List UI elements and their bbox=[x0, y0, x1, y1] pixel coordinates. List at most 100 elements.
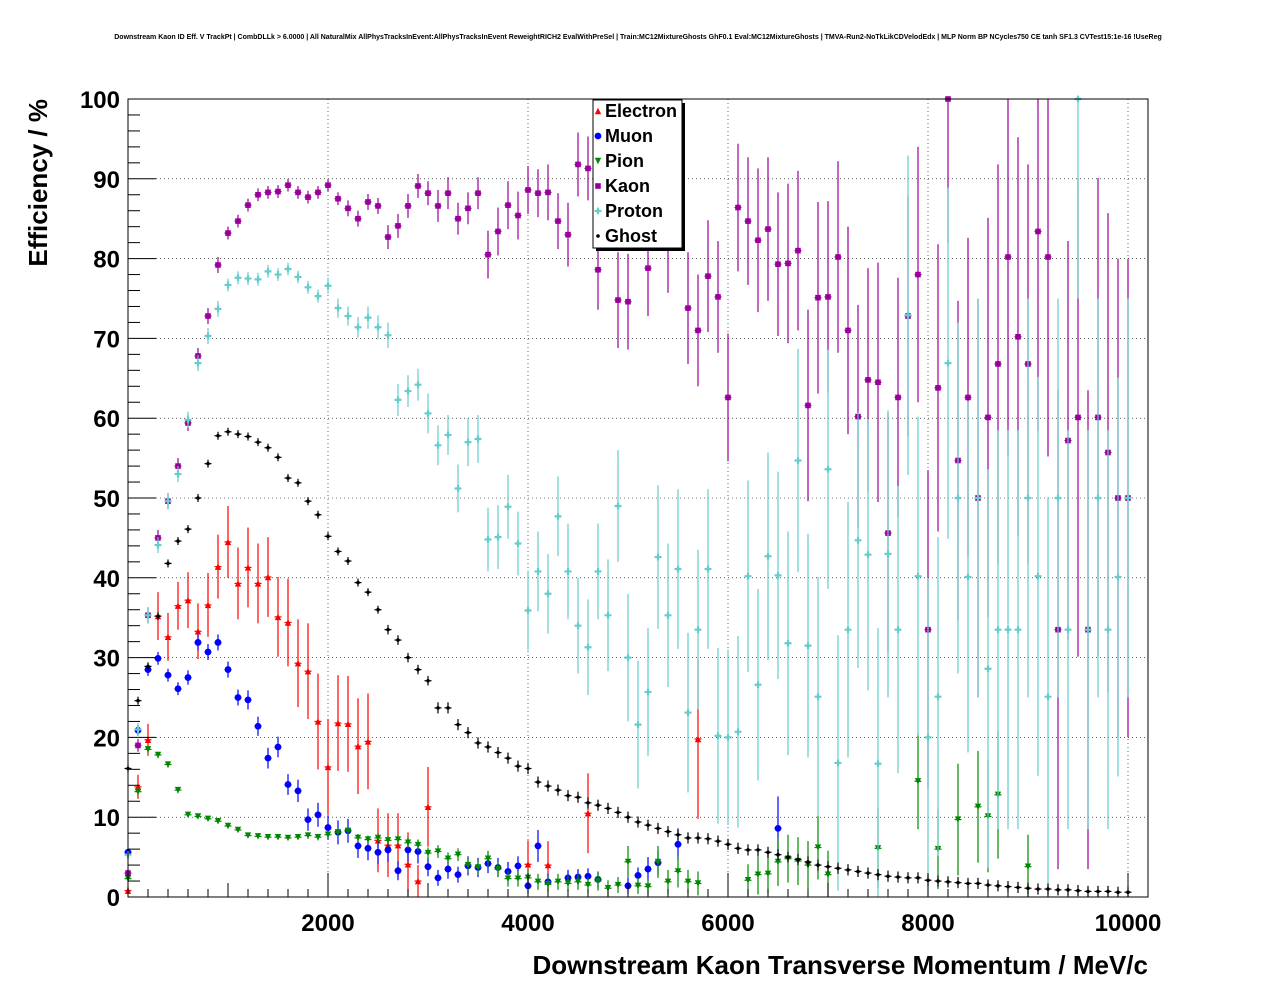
data-point bbox=[494, 533, 502, 541]
data-point bbox=[264, 267, 272, 275]
data-point bbox=[1084, 626, 1092, 634]
data-point bbox=[684, 878, 692, 886]
data-point bbox=[465, 205, 471, 212]
data-point bbox=[874, 760, 882, 768]
data-point bbox=[244, 696, 252, 704]
series-proton bbox=[124, 95, 1132, 897]
data-point bbox=[1044, 693, 1052, 701]
data-point bbox=[764, 870, 772, 878]
data-point bbox=[374, 323, 382, 331]
data-point bbox=[394, 396, 402, 404]
data-point bbox=[664, 611, 672, 619]
data-point bbox=[654, 553, 662, 561]
data-point bbox=[404, 846, 412, 854]
data-point bbox=[164, 497, 172, 505]
data-point bbox=[846, 868, 850, 872]
data-point bbox=[234, 274, 242, 282]
data-point bbox=[335, 195, 341, 202]
data-point bbox=[636, 820, 640, 824]
data-point bbox=[1075, 414, 1081, 421]
data-point bbox=[514, 875, 522, 882]
data-point bbox=[586, 801, 590, 805]
data-point bbox=[314, 292, 322, 300]
data-point bbox=[1016, 885, 1020, 890]
data-point bbox=[974, 803, 982, 811]
data-point bbox=[935, 385, 941, 391]
data-point bbox=[454, 851, 462, 858]
data-point bbox=[354, 742, 362, 750]
data-point bbox=[1034, 572, 1042, 580]
data-point bbox=[414, 841, 422, 849]
data-point bbox=[746, 848, 750, 852]
data-point bbox=[316, 512, 320, 517]
data-point bbox=[994, 626, 1002, 634]
data-point bbox=[484, 855, 492, 862]
data-point bbox=[894, 626, 902, 634]
data-point bbox=[204, 601, 212, 609]
data-point bbox=[324, 282, 332, 290]
data-point bbox=[365, 199, 371, 205]
data-point bbox=[166, 561, 170, 566]
data-point bbox=[304, 667, 312, 675]
data-point bbox=[694, 880, 702, 887]
data-point bbox=[696, 836, 700, 840]
data-point bbox=[785, 260, 791, 267]
data-point bbox=[644, 883, 652, 890]
data-point bbox=[214, 639, 222, 646]
data-point bbox=[474, 864, 482, 871]
data-point bbox=[506, 756, 510, 760]
data-point bbox=[845, 327, 851, 334]
data-point bbox=[715, 294, 721, 300]
data-point bbox=[395, 223, 401, 229]
data-point bbox=[826, 864, 830, 869]
data-point bbox=[156, 614, 160, 618]
data-point bbox=[494, 865, 502, 873]
data-point bbox=[274, 833, 282, 841]
data-point bbox=[1005, 254, 1011, 260]
data-point bbox=[574, 878, 582, 886]
data-point bbox=[274, 613, 282, 621]
data-point bbox=[744, 877, 752, 884]
data-point bbox=[824, 871, 832, 878]
data-point bbox=[194, 813, 202, 820]
data-point bbox=[235, 218, 241, 224]
data-point bbox=[384, 837, 392, 844]
data-point bbox=[255, 191, 261, 198]
data-point bbox=[496, 750, 500, 755]
data-point bbox=[475, 190, 481, 196]
data-point bbox=[995, 361, 1001, 367]
data-point bbox=[674, 868, 682, 875]
data-point bbox=[585, 165, 591, 172]
data-point bbox=[174, 470, 182, 478]
data-point bbox=[654, 858, 662, 866]
data-point bbox=[396, 638, 400, 642]
data-point bbox=[254, 722, 262, 730]
data-point bbox=[315, 189, 321, 196]
data-point bbox=[524, 861, 532, 868]
data-point bbox=[784, 639, 792, 647]
data-point bbox=[416, 667, 420, 672]
data-point bbox=[725, 394, 731, 401]
data-point bbox=[414, 381, 422, 389]
data-point bbox=[394, 841, 402, 849]
data-point bbox=[755, 237, 761, 244]
data-point bbox=[484, 536, 492, 543]
data-point bbox=[244, 832, 252, 839]
data-point bbox=[915, 271, 921, 278]
data-point bbox=[805, 402, 811, 409]
data-point bbox=[596, 803, 600, 808]
data-point bbox=[314, 833, 322, 841]
data-point bbox=[1035, 228, 1041, 235]
series-electron bbox=[124, 505, 702, 897]
data-point bbox=[594, 877, 602, 885]
data-point bbox=[385, 234, 391, 240]
data-point bbox=[435, 203, 441, 209]
data-point bbox=[326, 534, 330, 539]
data-point bbox=[745, 218, 751, 224]
legend: Electron Muon Pion Kaon Proton Ghost bbox=[592, 99, 685, 251]
data-point bbox=[964, 573, 972, 581]
data-point bbox=[256, 440, 260, 444]
series-muon bbox=[124, 634, 782, 894]
data-point bbox=[284, 265, 292, 273]
data-point bbox=[296, 481, 300, 485]
